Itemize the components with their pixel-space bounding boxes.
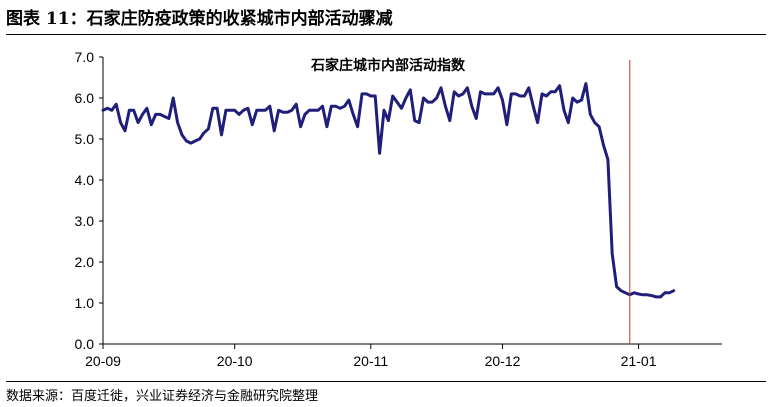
x-tick-label: 20-11: [353, 353, 388, 369]
chart-axes: 0.0 1.0 2.0 3.0 4.0 5.0 6.0 7.0 20-09 20-10 20-11 2…: [75, 49, 722, 369]
data-source-note: 数据来源：百度迁徙，兴业证券经济与金融研究院整理: [6, 381, 766, 404]
x-tick-label: 20-12: [485, 353, 521, 369]
x-tick-label: 20-10: [217, 353, 253, 369]
y-tick-label: 3.0: [75, 213, 95, 229]
series-line: [101, 82, 676, 299]
x-tick-label: 21-01: [621, 353, 657, 369]
chart-title: 石家庄城市内部活动指数: [310, 57, 466, 74]
y-tick-label: 4.0: [75, 172, 95, 188]
y-tick-label: 7.0: [75, 49, 95, 65]
figure-title: 图表 11：石家庄防疫政策的收紧城市内部活动骤减: [6, 4, 766, 35]
y-tick-label: 0.0: [75, 336, 95, 352]
y-tick-label: 6.0: [75, 90, 95, 106]
chart-marks: [101, 60, 676, 344]
x-tick-label: 20-09: [85, 353, 121, 369]
y-tick-label: 5.0: [75, 131, 95, 147]
y-tick-label: 1.0: [75, 295, 95, 311]
y-tick-label: 2.0: [75, 254, 95, 270]
